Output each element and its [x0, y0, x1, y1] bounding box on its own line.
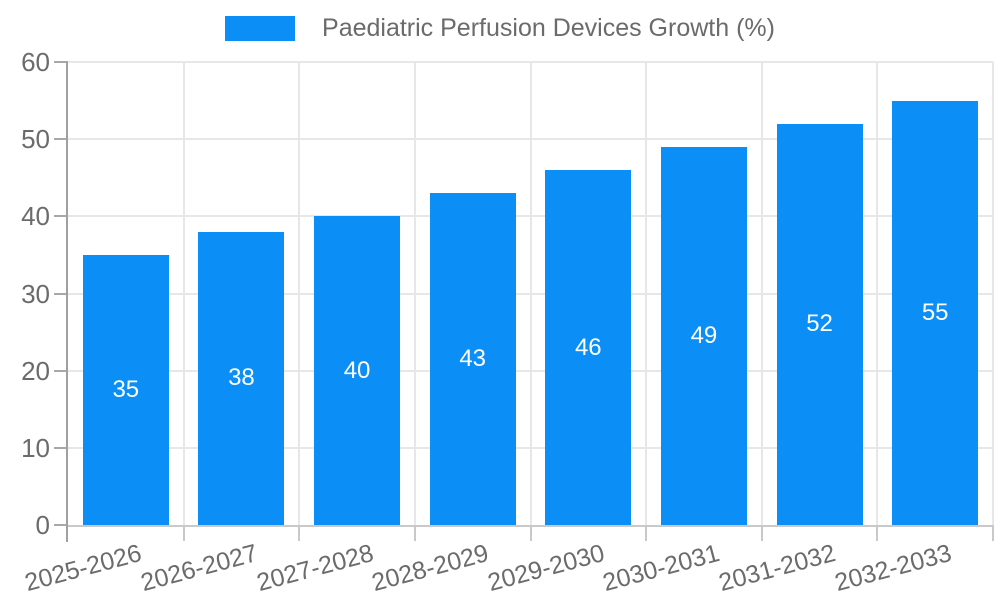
x-axis-label: 2032-2033	[831, 539, 955, 598]
y-axis-tick	[54, 61, 68, 63]
bar-value-label: 46	[574, 333, 602, 361]
x-axis-label: 2029-2030	[484, 539, 608, 598]
bar-value-label: 40	[343, 356, 371, 384]
x-axis-label: 2028-2029	[368, 539, 492, 598]
y-axis-tick-label: 50	[21, 124, 50, 155]
x-axis-tick	[760, 525, 763, 541]
y-axis-line	[66, 62, 68, 542]
bar-value-label: 35	[112, 375, 140, 403]
x-gridline	[876, 62, 879, 525]
x-axis-label: 2030-2031	[600, 539, 723, 598]
bar: 40	[314, 216, 401, 525]
bar: 52	[776, 123, 863, 525]
y-axis-tick	[54, 215, 68, 218]
x-axis-tick	[413, 525, 416, 541]
y-axis-tick-label: 60	[21, 47, 50, 77]
bar: 49	[660, 146, 747, 525]
bar: 55	[892, 100, 979, 525]
bar: 46	[545, 170, 632, 525]
y-axis-tick-label: 40	[21, 201, 50, 232]
x-gridline	[182, 62, 185, 525]
y-axis-tick	[54, 292, 68, 295]
x-axis-tick	[182, 525, 185, 541]
legend-item[interactable]: Paediatric Perfusion Devices Growth (%)	[225, 14, 775, 42]
x-axis-tick	[529, 525, 532, 541]
x-axis-label: 2031-2032	[715, 539, 839, 598]
x-axis-tick	[876, 525, 879, 541]
x-gridline	[298, 62, 301, 525]
y-axis-tick	[54, 524, 68, 526]
x-axis-tick	[298, 525, 301, 541]
bar-value-label: 38	[228, 364, 255, 392]
bar-value-label: 55	[921, 298, 949, 326]
x-axis-line	[68, 525, 993, 527]
x-gridline	[529, 62, 532, 525]
bar: 35	[82, 254, 169, 525]
legend-swatch	[225, 15, 296, 41]
y-axis-tick-label: 30	[21, 278, 50, 309]
bar: 43	[429, 193, 516, 525]
x-gridline	[760, 62, 763, 525]
x-axis-label: 2025-2026	[22, 539, 145, 598]
bar-value-label: 49	[690, 321, 718, 349]
x-axis-label: 2026-2027	[137, 539, 261, 598]
y-axis-tick	[54, 138, 68, 141]
y-axis-tick-label: 0	[35, 510, 50, 540]
x-axis-tick	[645, 525, 648, 541]
x-axis-tick	[992, 525, 994, 541]
chart-legend: Paediatric Perfusion Devices Growth (%)	[0, 14, 1000, 42]
bar-value-label: 52	[806, 310, 833, 338]
bar: 38	[198, 231, 285, 525]
x-gridline	[645, 62, 648, 525]
y-axis-tick	[54, 369, 68, 372]
x-gridline	[413, 62, 416, 525]
y-axis-tick-label: 10	[21, 432, 50, 463]
x-axis-label: 2027-2028	[253, 539, 377, 598]
bar-value-label: 43	[459, 345, 487, 373]
x-gridline	[992, 62, 994, 525]
y-axis-tick	[54, 446, 68, 449]
y-axis-tick-label: 20	[21, 355, 50, 386]
legend-label: Paediatric Perfusion Devices Growth (%)	[322, 14, 775, 42]
